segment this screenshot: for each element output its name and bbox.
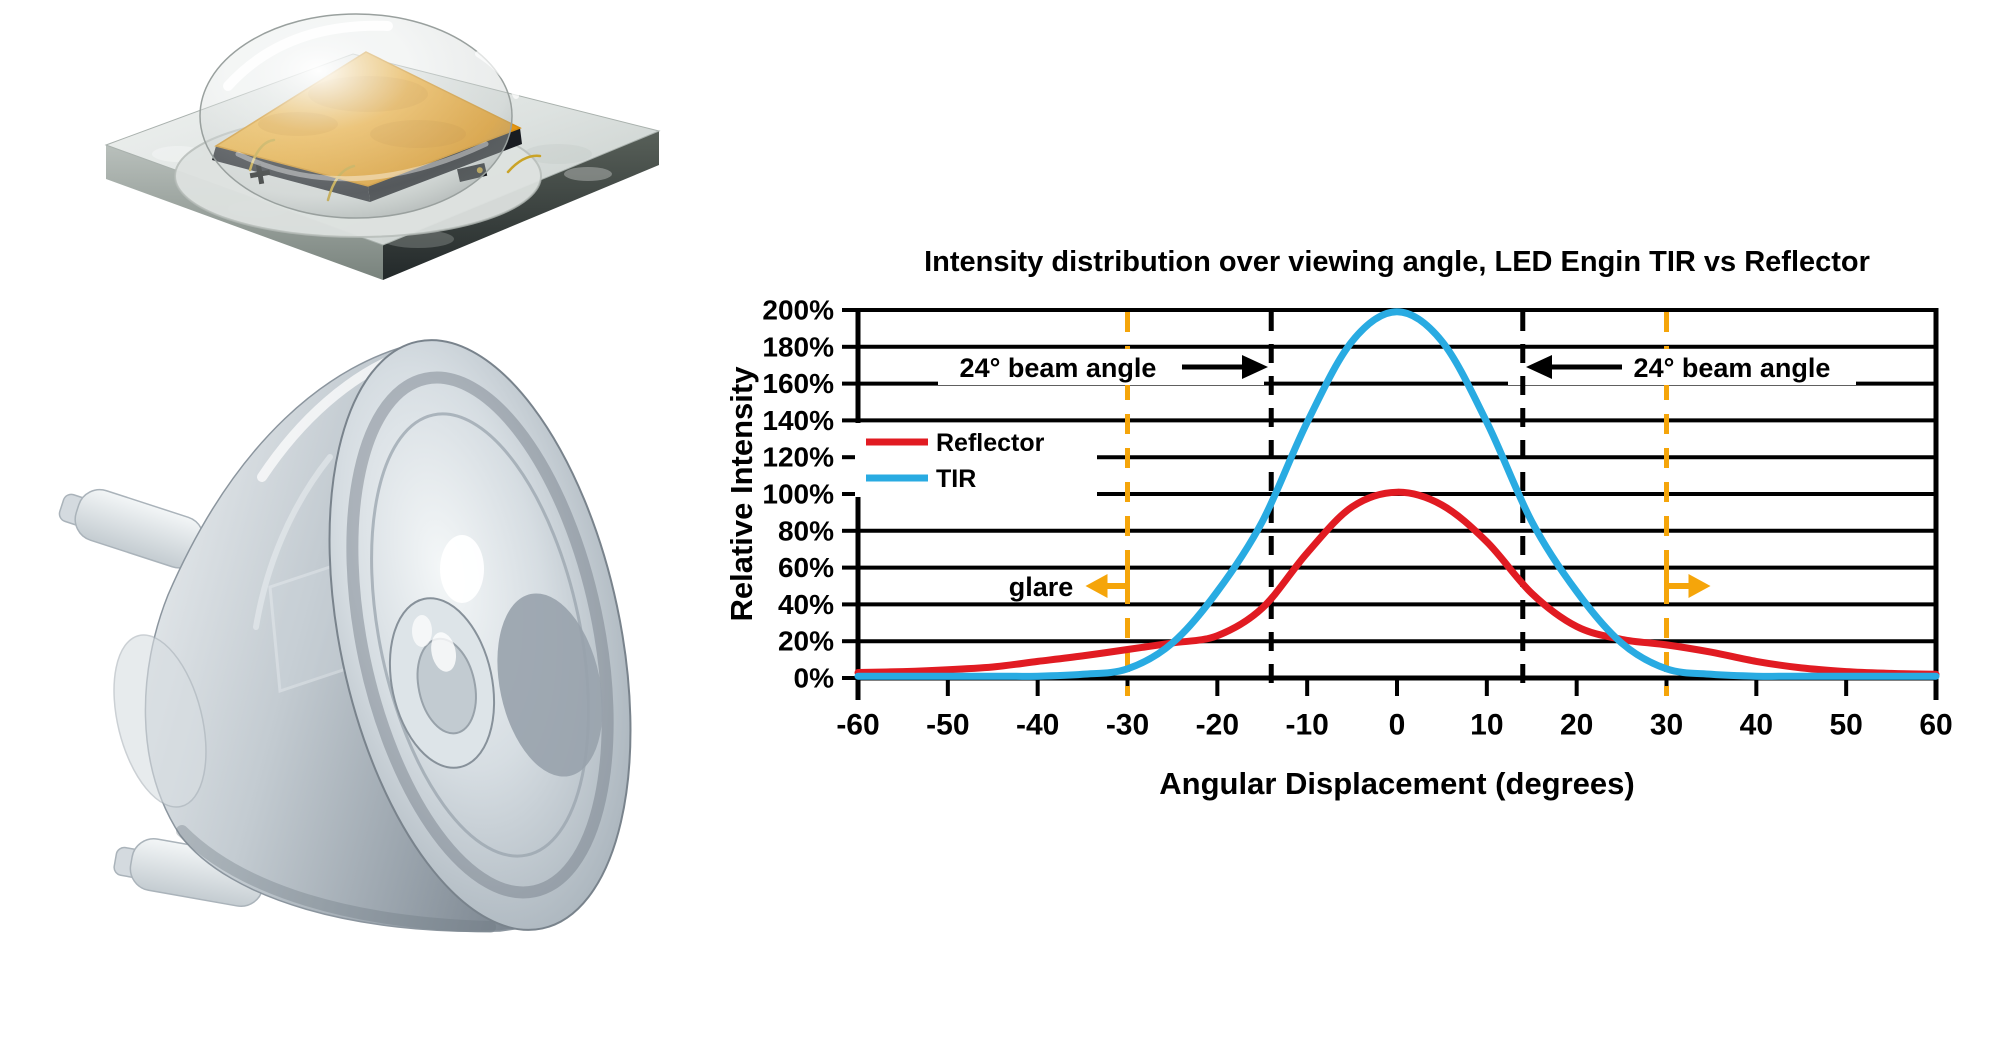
y-tick-label: 80%	[778, 515, 834, 546]
y-tick-label: 140%	[762, 405, 834, 436]
lens-cone-tip-shading	[113, 634, 207, 808]
y-tick-label: 20%	[778, 626, 834, 657]
y-tick-label: 120%	[762, 442, 834, 473]
x-tick-label: -20	[1196, 709, 1239, 742]
x-tick-label: 30	[1650, 709, 1683, 742]
beam-angle-label-left: 24° beam angle	[960, 353, 1157, 383]
glare-arrow-left-head	[1085, 574, 1108, 598]
series-line-reflector	[854, 488, 1940, 678]
led-dome	[199, 13, 513, 219]
y-tick-label: 180%	[762, 331, 834, 362]
intensity-chart: Intensity distribution over viewing angl…	[690, 230, 2000, 850]
lens-cone-highlight-2	[253, 454, 333, 630]
lens-face	[328, 339, 632, 931]
chart-plot: 0% 20% 40% 60% 80% 100% 120% 140% 160% 180% 200% -6…	[762, 295, 1952, 742]
x-tick-label: -50	[926, 709, 969, 742]
x-tick-label: -40	[1016, 709, 1059, 742]
legend-bg	[855, 423, 1097, 497]
lens-face-inner-shading	[346, 371, 614, 899]
glare-arrow-right-head	[1688, 574, 1711, 598]
lens-hotspot	[440, 535, 484, 603]
series-line-tir	[854, 308, 1940, 680]
y-tick-label: 160%	[762, 368, 834, 399]
x-tick-label: 60	[1919, 709, 1952, 742]
chart-title: Intensity distribution over viewing angl…	[924, 246, 1870, 278]
x-tick-label: 50	[1829, 709, 1862, 742]
led-emitter-photo	[88, 4, 668, 304]
y-tick-label: 60%	[778, 552, 834, 583]
led-substrate-side-right	[383, 131, 659, 280]
y-tick-label: 200%	[762, 295, 834, 326]
tir-lens-photo	[30, 335, 670, 1035]
glare-label-left: glare	[1009, 572, 1074, 602]
x-tick-label: -10	[1285, 709, 1328, 742]
x-tick-label: 0	[1389, 709, 1406, 742]
y-tick-label: 40%	[778, 589, 834, 620]
x-tick-label: 10	[1470, 709, 1503, 742]
x-tick-label: -60	[836, 709, 879, 742]
led-dome-highlights	[223, 20, 519, 182]
lens-frosted-disc	[497, 593, 603, 777]
x-axis-title: Angular Displacement (degrees)	[1159, 766, 1635, 801]
legend-label-reflector: Reflector	[936, 429, 1045, 457]
tir-lens-illustration	[58, 339, 632, 933]
lens-inner-ring	[370, 412, 590, 858]
lens-hotspot-2	[412, 615, 432, 647]
x-tick-label: 20	[1560, 709, 1593, 742]
beam-arrow-left-head	[1242, 355, 1268, 379]
beam-angle-label-right: 24° beam angle	[1634, 353, 1831, 383]
led-emitter-illustration	[104, 13, 661, 280]
y-tick-label: 0%	[794, 663, 835, 694]
lens-waist-shadow	[176, 825, 496, 933]
beam-arrow-right-head	[1526, 355, 1552, 379]
x-tick-label: -30	[1106, 709, 1149, 742]
x-tick-label: 40	[1740, 709, 1773, 742]
legend-label-tir: TIR	[936, 465, 976, 493]
y-tick-label: 100%	[762, 479, 834, 510]
